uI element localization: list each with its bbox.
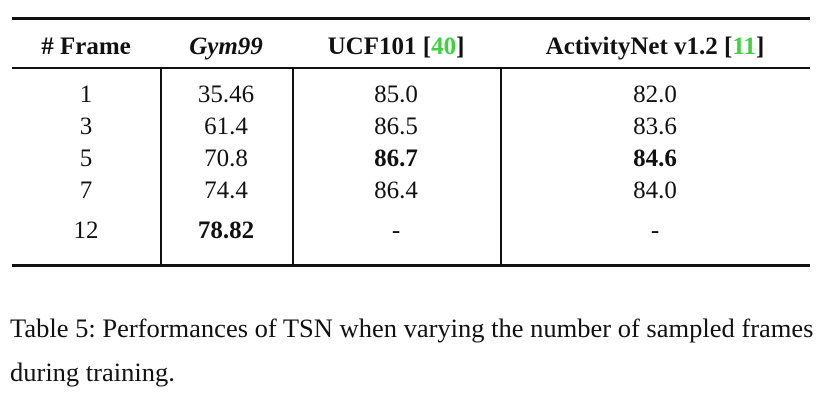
top-rule	[12, 17, 810, 20]
bottom-rule	[12, 264, 810, 267]
header-cell: ActivityNet v1.2 [11]	[500, 30, 810, 63]
table-cell: 35.46	[197, 81, 255, 108]
column-divider	[292, 68, 294, 266]
header-cell: # Frame	[12, 30, 160, 63]
table-cell: -	[391, 217, 401, 244]
table-cell: 83.6	[633, 113, 677, 140]
header-text: # Frame	[41, 33, 131, 60]
table-cell: 86.7	[374, 145, 418, 172]
table-cell: -	[650, 217, 660, 244]
column-divider	[500, 68, 502, 266]
header-text: Gym99	[189, 33, 263, 60]
header-rule	[12, 67, 810, 69]
caption: Table 5: Performances of TSN when varyin…	[10, 313, 814, 387]
table-cell: 12	[73, 217, 99, 244]
header-text: UCF101 [	[327, 33, 432, 60]
table-cell: 1	[79, 81, 93, 108]
citation: 40	[431, 33, 457, 60]
header-cell: UCF101 [40]	[292, 30, 500, 63]
table-cell: 84.0	[633, 177, 677, 204]
table-cell: 61.4	[204, 113, 248, 140]
table-cell: 74.4	[204, 177, 248, 204]
table-cell: 5	[79, 145, 93, 172]
table-cell: 82.0	[633, 81, 677, 108]
table-cell: 78.82	[197, 217, 255, 244]
header-text: ]	[756, 33, 765, 60]
column-divider	[160, 68, 162, 266]
table-cell: 86.4	[374, 177, 418, 204]
table-cell: 3	[79, 113, 93, 140]
header-text: ]	[456, 33, 465, 60]
table-cell: 85.0	[374, 81, 418, 108]
header-cell: Gym99	[160, 30, 292, 63]
table-cell: 86.5	[374, 113, 418, 140]
table-cell: 84.6	[633, 145, 677, 172]
table-cell: 70.8	[204, 145, 248, 172]
header-text: ActivityNet v1.2 [	[545, 33, 733, 60]
table-cell: 7	[79, 177, 93, 204]
citation: 11	[732, 33, 757, 60]
